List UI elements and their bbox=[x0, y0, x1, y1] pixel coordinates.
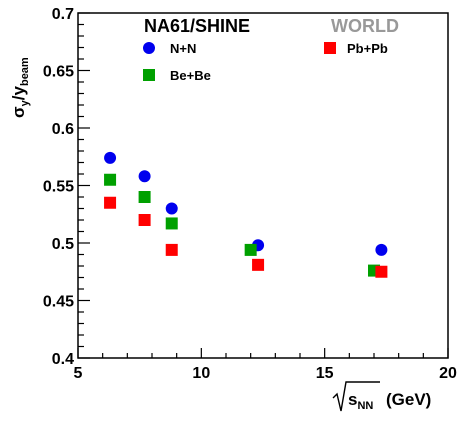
y-tick-label: 0.65 bbox=[43, 64, 74, 81]
data-point-pbpb bbox=[165, 243, 178, 256]
data-points bbox=[104, 151, 388, 278]
y-tick-label: 0.6 bbox=[52, 121, 74, 138]
data-point-nn bbox=[138, 170, 151, 183]
data-point-nn bbox=[104, 151, 117, 164]
x-tick-label: 5 bbox=[74, 365, 83, 382]
legend-marker-nn bbox=[143, 42, 155, 54]
sqrt-sign-icon bbox=[332, 381, 380, 412]
data-point-bebe bbox=[165, 217, 178, 230]
x-axis-unit: (GeV) bbox=[386, 390, 431, 409]
legend-label-pbpb: Pb+Pb bbox=[347, 41, 388, 56]
x-tick-label: 15 bbox=[316, 365, 334, 382]
tick-labels: 5 10 15 20 0.4 0.45 0.5 0.55 0.6 0.65 0.7 bbox=[43, 6, 457, 382]
x-axis-title: sNN (GeV) bbox=[332, 381, 431, 412]
data-point-bebe bbox=[138, 191, 151, 203]
data-point-pbpb bbox=[375, 265, 388, 278]
y-tick-label: 0.4 bbox=[52, 351, 74, 368]
legend-label-bebe: Be+Be bbox=[170, 68, 211, 83]
legend-label-nn: N+N bbox=[170, 41, 196, 56]
data-point-pbpb bbox=[104, 196, 117, 209]
data-point-pbpb bbox=[138, 214, 151, 226]
svg-text:sNN: sNN bbox=[348, 390, 373, 412]
axis-ticks bbox=[77, 12, 449, 359]
legend-marker-bebe bbox=[143, 69, 155, 81]
y-tick-label: 0.7 bbox=[52, 6, 74, 23]
y-tick-label: 0.45 bbox=[43, 294, 74, 311]
data-point-bebe bbox=[244, 243, 257, 256]
chart-title: NA61/SHINE bbox=[144, 16, 250, 36]
y-tick-label: 0.55 bbox=[43, 179, 74, 196]
legend-marker-pbpb bbox=[324, 42, 336, 54]
chart-subtitle: WORLD bbox=[331, 16, 399, 36]
data-point-bebe bbox=[104, 173, 117, 186]
data-point-pbpb bbox=[252, 258, 265, 271]
data-point-nn bbox=[375, 243, 388, 256]
x-tick-label: 20 bbox=[439, 365, 457, 382]
data-point-nn bbox=[165, 202, 178, 215]
y-axis-title: σy/ybeam bbox=[9, 57, 31, 118]
plot-frame bbox=[77, 12, 449, 359]
x-tick-label: 10 bbox=[192, 365, 210, 382]
y-tick-label: 0.5 bbox=[52, 236, 74, 253]
